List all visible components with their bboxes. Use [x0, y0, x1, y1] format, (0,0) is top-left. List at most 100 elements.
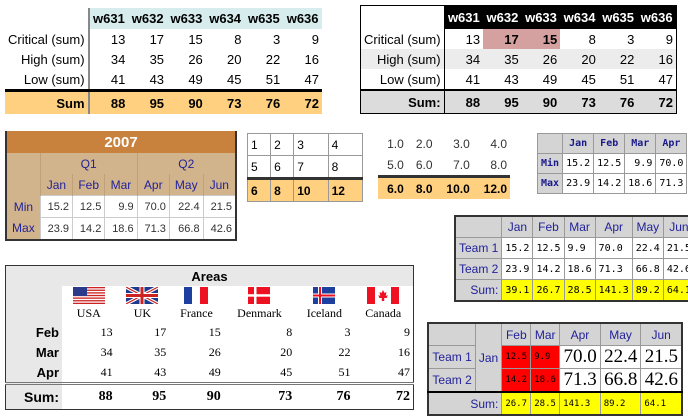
- column-header: Mar: [624, 133, 657, 154]
- row-label: High (sum): [5, 49, 90, 69]
- table-cell: 21.5: [640, 345, 683, 369]
- table-cell: 28.5: [530, 391, 561, 416]
- row-label: Critical (sum): [5, 29, 90, 49]
- table-row: Jan Feb Mar Apr May Jun: [454, 215, 688, 238]
- table-cell: 1: [246, 133, 272, 156]
- table-row: USA UK France Denmark Iceland Canada: [6, 304, 414, 322]
- column-header: w634: [205, 8, 245, 29]
- table-cell: 43: [149, 71, 165, 87]
- table-cell: 1.0: [387, 136, 404, 151]
- row-label: Max: [6, 217, 41, 240]
- flag-cell: [354, 286, 414, 304]
- table-cell: 70.0: [655, 153, 688, 174]
- column-header: w632: [128, 8, 168, 29]
- table-cell: 88: [444, 89, 484, 114]
- table-cell: 34: [100, 344, 113, 359]
- column-header: Feb: [532, 215, 565, 238]
- sum-label: Sum:: [5, 382, 62, 410]
- sum-row: Sum: 39.1 26.7 28.5 141.3 89.2 64.1: [454, 279, 688, 302]
- table-cell: 95: [483, 89, 522, 114]
- column-header: UK: [133, 305, 152, 320]
- table-cell: 45: [227, 71, 242, 87]
- corner-cell: [536, 133, 564, 154]
- table-cell: 64.1: [640, 391, 683, 416]
- table-cell: 47: [658, 71, 673, 87]
- table-row: Feb 13 17 15 8 3 9: [5, 322, 414, 342]
- iceland-flag-icon: [313, 286, 336, 304]
- table-row: High (sum) 34 35 26 20 22 16: [5, 49, 322, 69]
- table-cell: 51: [619, 71, 635, 87]
- column-header: France: [180, 305, 213, 320]
- table-cell: 9.9: [563, 237, 596, 259]
- table-cell: 12.5: [593, 153, 626, 174]
- table-cell: 22: [598, 49, 638, 69]
- table-row: Mar 34 35 26 20 22 16: [5, 342, 414, 362]
- table-cell: 51: [338, 364, 351, 379]
- flag-cell: [169, 286, 224, 304]
- table-cell: 90: [169, 382, 224, 410]
- column-header: w633: [167, 8, 206, 29]
- table-cell: 26: [208, 344, 221, 359]
- table-cell: 23.9: [501, 258, 534, 280]
- table-cell: 17: [154, 324, 167, 339]
- column-header: Jan: [562, 133, 595, 154]
- table-cell: 66.8: [168, 217, 204, 241]
- row-label: Min: [536, 153, 564, 174]
- canada-flag-icon: [367, 286, 400, 304]
- table-cell: 71.3: [594, 258, 633, 280]
- table-cell: 28.5: [563, 279, 596, 302]
- table-cell: 4.0: [490, 136, 507, 151]
- table-cell: 35: [154, 344, 167, 359]
- table-cell: 7.0: [453, 157, 470, 172]
- table-row: Jan Feb Mar Apr: [536, 133, 688, 154]
- column-header: Jun: [662, 215, 688, 238]
- table-cell: 42.6: [640, 368, 683, 393]
- column-header: Canada: [365, 305, 402, 320]
- row-label: Low (sum): [5, 69, 90, 91]
- table-cell: 41: [100, 364, 113, 379]
- table-cell: 39.1: [501, 279, 534, 302]
- sum-row: Sum 88 95 90 73 76 72: [5, 89, 322, 114]
- table-row: Critical (sum) 13 17 15 8 3 9: [360, 29, 677, 49]
- sum-label: Sum:: [360, 89, 445, 114]
- table-cell: 10: [293, 177, 329, 202]
- table-cell: 45: [581, 71, 596, 87]
- flag-cell: [62, 286, 116, 304]
- table-cell: 10.0: [435, 175, 473, 199]
- table-cell: 8.0: [490, 157, 507, 172]
- column-header: Apr: [594, 215, 633, 238]
- table-cell: 76: [244, 89, 284, 114]
- table-cell: 26.7: [501, 391, 532, 416]
- column-header: May: [631, 215, 664, 238]
- table-cell: 8.0: [406, 175, 436, 199]
- table-2007: 2007 Q1 Q2 Jan Feb Mar Apr May Jun Min 15.2 12.5…: [5, 131, 237, 241]
- table-row: [5, 286, 414, 322]
- table-cell: 16: [637, 49, 677, 69]
- table-cell: 47: [398, 364, 410, 379]
- table-cell: 18.6: [104, 217, 138, 241]
- table-cell: 88: [62, 382, 116, 410]
- table-cell: 66.8: [631, 258, 664, 280]
- sum-row: 6.0 8.0 10.0 12.0: [378, 175, 510, 199]
- table-cell: 8: [327, 155, 364, 179]
- row-label: Team 2: [427, 368, 476, 393]
- column-header: Apr: [559, 322, 601, 346]
- column-header: Denmark: [237, 305, 282, 320]
- table-cell: 3: [273, 31, 281, 47]
- table-cell: 51: [265, 71, 281, 87]
- table-cell: 13: [110, 31, 126, 47]
- table-cell: 66.8: [599, 368, 642, 393]
- table-cell: 35: [483, 49, 522, 69]
- row-label: Low (sum): [360, 69, 445, 90]
- table-cell: 88: [88, 89, 129, 114]
- table-cell: 49: [542, 71, 558, 87]
- table-row: Team 2 14.2 18.6 71.3 66.8 42.6: [427, 368, 683, 393]
- table-cell: 49: [208, 364, 221, 379]
- table-cell: 72: [637, 89, 677, 114]
- table-cell: 15: [188, 31, 203, 47]
- table-cell: 47: [304, 71, 319, 87]
- corner-cell: [454, 215, 503, 238]
- column-header: Jun: [640, 322, 683, 346]
- table-cell: 9.9: [530, 345, 561, 369]
